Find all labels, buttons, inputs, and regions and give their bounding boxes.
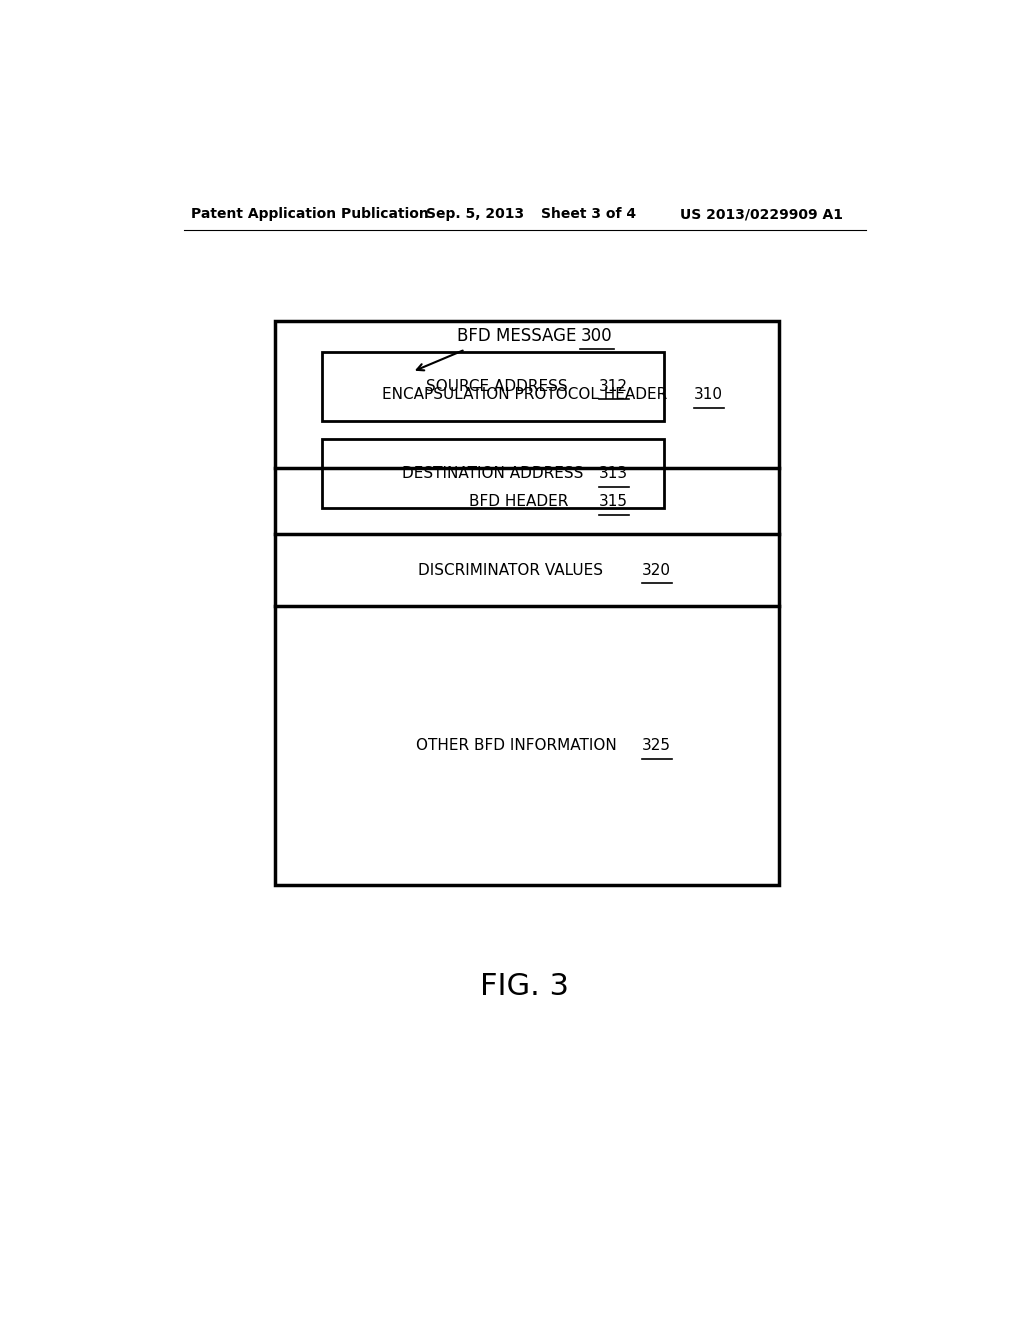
Text: 320: 320 xyxy=(642,562,672,578)
Text: OTHER BFD INFORMATION: OTHER BFD INFORMATION xyxy=(416,738,616,752)
Text: 300: 300 xyxy=(581,327,612,346)
Text: ENCAPSULATION PROTOCOL HEADER: ENCAPSULATION PROTOCOL HEADER xyxy=(382,387,668,403)
Bar xyxy=(323,440,664,508)
Text: DISCRIMINATOR VALUES: DISCRIMINATOR VALUES xyxy=(418,562,603,578)
Text: Patent Application Publication: Patent Application Publication xyxy=(191,207,429,222)
Text: 325: 325 xyxy=(642,738,672,752)
Text: SOURCE ADDRESS: SOURCE ADDRESS xyxy=(426,379,567,393)
Text: 315: 315 xyxy=(599,494,628,510)
Text: Sheet 3 of 4: Sheet 3 of 4 xyxy=(541,207,636,222)
Bar xyxy=(274,321,779,886)
Text: BFD HEADER: BFD HEADER xyxy=(469,494,568,510)
Text: FIG. 3: FIG. 3 xyxy=(480,973,569,1002)
Text: 312: 312 xyxy=(599,379,628,393)
Text: Sep. 5, 2013: Sep. 5, 2013 xyxy=(426,207,523,222)
Text: 313: 313 xyxy=(599,466,628,480)
Text: US 2013/0229909 A1: US 2013/0229909 A1 xyxy=(680,207,843,222)
Text: 310: 310 xyxy=(694,387,723,403)
Text: BFD MESSAGE: BFD MESSAGE xyxy=(458,327,587,346)
Bar xyxy=(323,351,664,421)
Text: DESTINATION ADDRESS: DESTINATION ADDRESS xyxy=(401,466,583,480)
